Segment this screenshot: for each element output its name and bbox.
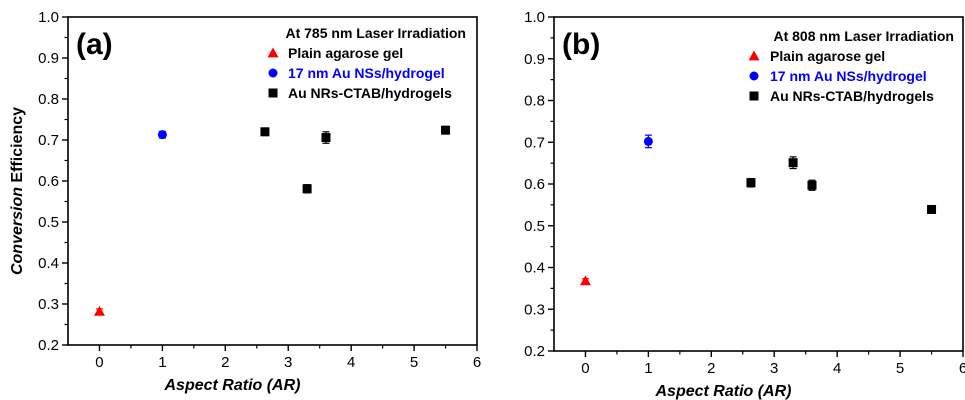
- x-tick-label: 0: [581, 360, 589, 377]
- legend-marker: [268, 68, 278, 78]
- y-tick-label: 0.7: [524, 134, 545, 151]
- x-tick-label: 6: [959, 360, 965, 377]
- legend-entry: 17 nm Au NSs/hydrogel: [288, 65, 445, 81]
- y-tick-label: 0.5: [524, 218, 545, 235]
- data-point: [579, 275, 591, 286]
- y-tick-label: 0.8: [524, 93, 545, 110]
- chart-panel-a: 0.2 0.3 0.4 0.5 0.6 0.7 0.8 0.9 1.0 0 1 2 3 4 5 6 Aspect…: [9, 9, 481, 394]
- data-point: [788, 158, 798, 168]
- legend-marker: [267, 47, 279, 58]
- legend-title: At 785 nm Laser Irradiation: [285, 25, 466, 41]
- y-tick-label: 0.3: [524, 301, 545, 318]
- x-tick-label: 5: [410, 354, 418, 371]
- y-tick-label: 1.0: [38, 9, 59, 26]
- x-axis-label: Aspect Ratio (AR): [163, 377, 300, 394]
- x-tick-label: 3: [284, 354, 292, 371]
- x-tick-label: 6: [473, 354, 481, 371]
- chart-panel-b: 0.2 0.3 0.4 0.5 0.6 0.7 0.8 0.9 1.0 0 1 2 3 4 5 6 Aspect…: [524, 9, 965, 400]
- legend-entry: Au NRs-CTAB/hydrogels: [770, 88, 934, 104]
- y-axis-label: Conversion Efficiency: [9, 107, 26, 275]
- legend-marker: [749, 91, 759, 101]
- legend-entry: 17 nm Au NSs/hydrogel: [770, 68, 927, 84]
- x-tick-label: 4: [833, 360, 841, 377]
- y-axis-label-normal: Efficiency: [9, 107, 26, 187]
- panel-label: (a): [76, 28, 113, 61]
- data-point: [807, 180, 817, 190]
- x-tick-label: 1: [644, 360, 652, 377]
- y-tick-label: 0.8: [38, 91, 59, 108]
- panel-label: (b): [562, 28, 600, 61]
- legend-entry: Plain agarose gel: [770, 48, 885, 64]
- y-tick-label: 0.4: [524, 260, 545, 277]
- legend-marker: [749, 71, 759, 81]
- data-point: [93, 305, 105, 316]
- y-axis-label-italic: Conversion: [9, 187, 26, 275]
- data-point: [321, 133, 331, 143]
- legend-entry: Au NRs-CTAB/hydrogels: [288, 85, 452, 101]
- x-tick-label: 4: [347, 354, 355, 371]
- y-tick-label: 0.4: [38, 255, 59, 272]
- x-tick-label: 1: [158, 354, 166, 371]
- data-point: [260, 127, 270, 137]
- data-point: [746, 178, 756, 188]
- y-tick-label: 0.7: [38, 132, 59, 149]
- legend: At 785 nm Laser Irradiation Plain agarose…: [267, 25, 466, 101]
- legend: At 808 nm Laser Irradiation Plain agarose…: [748, 28, 954, 104]
- y-tick-label: 0.6: [524, 176, 545, 193]
- data-point: [927, 204, 937, 214]
- x-axis-label: Aspect Ratio (AR): [654, 383, 791, 400]
- data-point: [441, 125, 451, 135]
- data-point: [157, 130, 167, 140]
- y-tick-label: 1.0: [524, 9, 545, 26]
- y-tick-label: 0.5: [38, 214, 59, 231]
- data-point: [643, 136, 653, 146]
- legend-entry: Plain agarose gel: [288, 45, 403, 61]
- legend-marker: [268, 88, 278, 98]
- y-tick-label: 0.3: [38, 296, 59, 313]
- y-tick-label: 0.2: [524, 343, 545, 360]
- legend-marker: [748, 50, 760, 61]
- x-tick-label: 2: [707, 360, 715, 377]
- y-tick-label: 0.9: [38, 50, 59, 67]
- x-tick-label: 3: [770, 360, 778, 377]
- x-tick-label: 2: [221, 354, 229, 371]
- x-tick-label: 5: [896, 360, 904, 377]
- x-tick-label: 0: [95, 354, 103, 371]
- y-tick-label: 0.2: [38, 337, 59, 354]
- y-tick-label: 0.6: [38, 173, 59, 190]
- y-tick-label: 0.9: [524, 51, 545, 68]
- legend-title: At 808 nm Laser Irradiation: [773, 28, 954, 44]
- data-point: [302, 184, 312, 194]
